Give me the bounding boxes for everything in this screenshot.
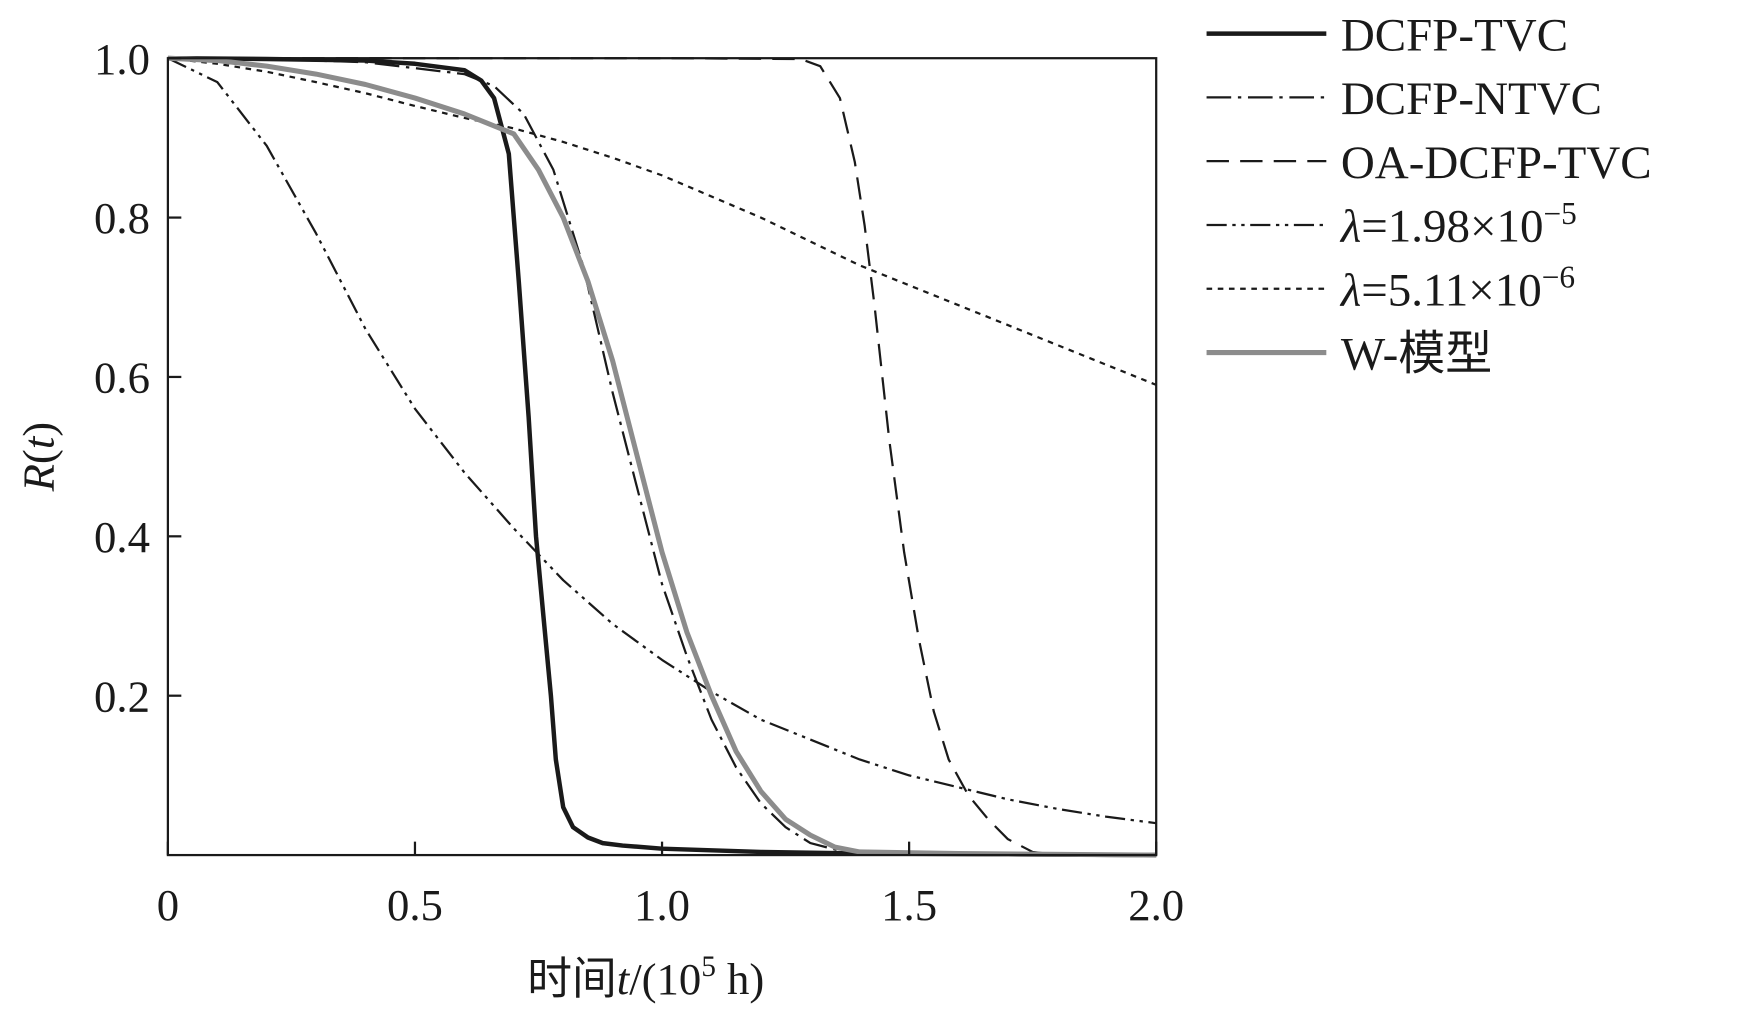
series-layer [167,55,1157,858]
x-tick-label: 1.5 [881,880,937,930]
legend-label: W-模型 [1341,328,1492,380]
series-line-3 [167,57,1157,857]
legend-label: OA-DCFP-TVC [1341,137,1652,189]
legend-label: λ=1.98×10−5 [1339,196,1577,253]
x-tick-label: 1.0 [634,880,690,930]
legend-item: DCFP-TVC [1206,9,1568,61]
series-line-4 [167,57,1157,825]
x-axis-label: 时间t/(105 h) [527,951,764,1004]
y-axis-label: R(t) [14,422,64,493]
legend-label: DCFP-NTVC [1341,73,1602,125]
x-tick-label: 0 [157,880,179,930]
y-tick-label: 1.0 [94,34,150,84]
series-line-6 [167,55,1157,858]
plot-frame [166,57,1158,857]
legend-item: λ=5.11×10−6 [1206,260,1575,317]
legend-item: DCFP-NTVC [1206,73,1602,125]
legend-item: W-模型 [1206,328,1492,380]
legend-label: λ=5.11×10−6 [1339,260,1575,317]
series-line-1 [167,55,1157,858]
x-tick-label: 0.5 [387,880,443,930]
legend: DCFP-TVC DCFP-NTVC OA-DCFP-TVC λ=1.98×10−5 λ… [1206,9,1652,380]
y-tick-label: 0.6 [94,353,150,403]
ticks-layer: 0 0.5 1.0 1.5 2.0 0.2 0.4 0.6 0.8 1.0 [94,34,1184,930]
legend-item: OA-DCFP-TVC [1206,137,1652,189]
series-line-2 [167,57,1157,857]
legend-label: DCFP-TVC [1341,9,1568,61]
series-line-5 [167,57,1157,386]
y-tick-label: 0.4 [94,512,150,562]
y-tick-label: 0.2 [94,671,150,721]
x-tick-label: 2.0 [1128,880,1184,930]
legend-item: λ=1.98×10−5 [1206,196,1577,253]
y-tick-label: 0.8 [94,193,150,243]
